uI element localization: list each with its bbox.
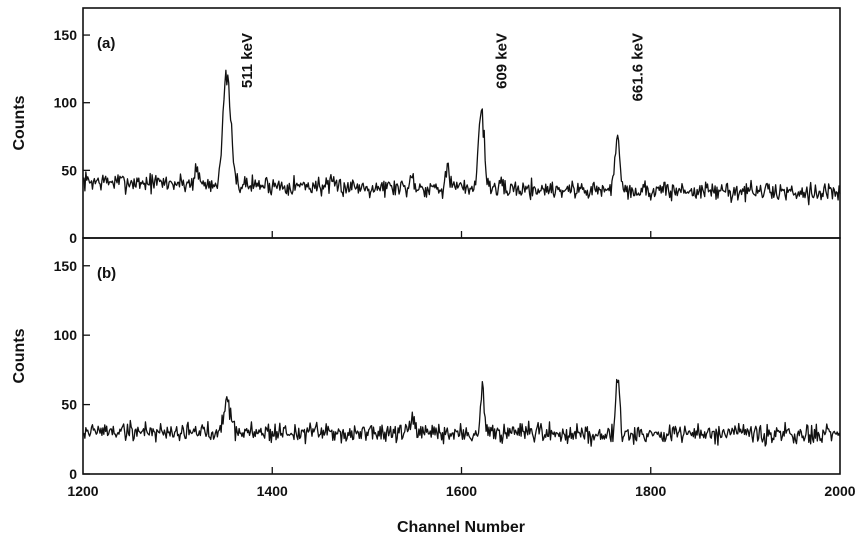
y-tick-label: 150: [54, 27, 78, 43]
peak-annotation: 609 keV: [493, 33, 510, 89]
y-tick-label: 150: [54, 258, 78, 274]
spectrum-line: [82, 378, 841, 447]
x-tick-label: 2000: [824, 483, 855, 499]
y-axis-title: Counts: [11, 328, 28, 383]
y-tick-label: 100: [54, 327, 78, 343]
panel-b-plot: 0 50 100 150 1200 1400 1600 1800 2000 Counts (b): [11, 237, 856, 499]
y-tick-label: 50: [61, 162, 77, 178]
plot-frame: [82, 7, 841, 239]
y-tick-label: 0: [69, 230, 77, 246]
y-tick-label: 50: [61, 397, 77, 413]
plot-frame: [82, 237, 841, 475]
panel-label: (a): [97, 35, 115, 52]
spectrum-line: [82, 69, 841, 206]
y-tick-label: 100: [54, 95, 78, 111]
x-tick-label: 1800: [635, 483, 666, 499]
y-tick-label: 0: [69, 466, 77, 482]
x-tick-label: 1600: [446, 483, 477, 499]
panel-label: (b): [97, 265, 116, 282]
peak-annotation: 511 keV: [239, 33, 256, 88]
x-tick-label: 1200: [67, 483, 98, 499]
panel-a-plot: 0 50 100 150 Counts (a) 511 keV 609 keV 661.6 ke…: [11, 7, 841, 246]
x-axis-title: Channel Number: [397, 519, 525, 536]
x-tick-label: 1400: [257, 483, 288, 499]
y-axis-title: Counts: [11, 95, 28, 150]
peak-annotation: 661.6 keV: [630, 33, 647, 101]
